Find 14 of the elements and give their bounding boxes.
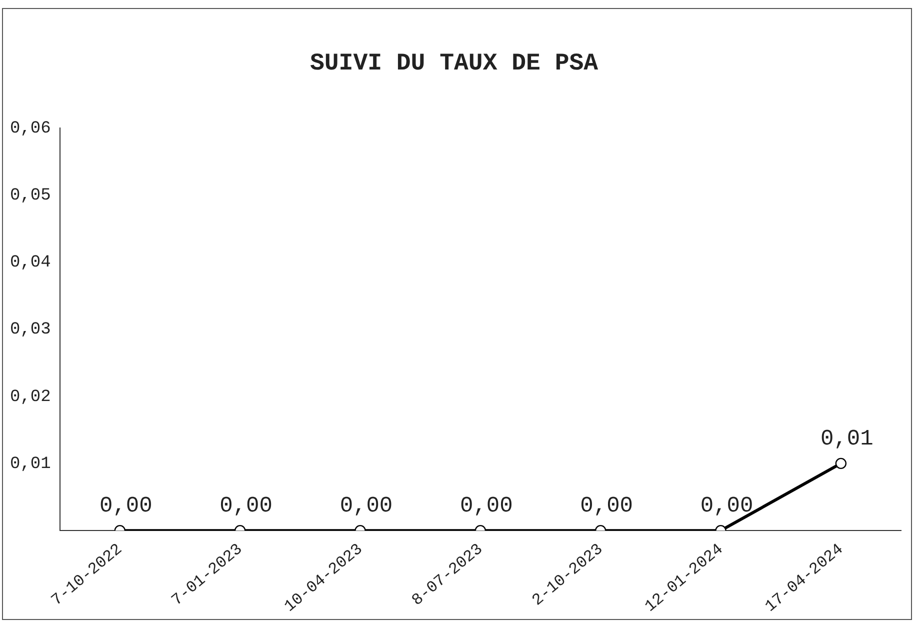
- data-label: 0,00: [700, 493, 754, 518]
- y-tick-label: 0,03: [10, 320, 51, 340]
- data-label: 0,00: [340, 493, 393, 518]
- y-tick-label: 0,05: [10, 186, 51, 206]
- y-tick-label: 0,02: [10, 388, 51, 407]
- data-label: 0,00: [99, 493, 152, 518]
- data-label: 0,00: [220, 493, 272, 518]
- y-tick-label: 0,01: [10, 454, 51, 474]
- chart-title: SUIVI DU TAUX DE PSA: [310, 50, 599, 78]
- y-tick-label: 0,04: [10, 254, 51, 273]
- data-label: 0,00: [460, 493, 513, 518]
- data-label: 0,01: [820, 426, 874, 452]
- y-tick-label: 0,06: [10, 119, 51, 138]
- data-label: 0,00: [580, 493, 633, 518]
